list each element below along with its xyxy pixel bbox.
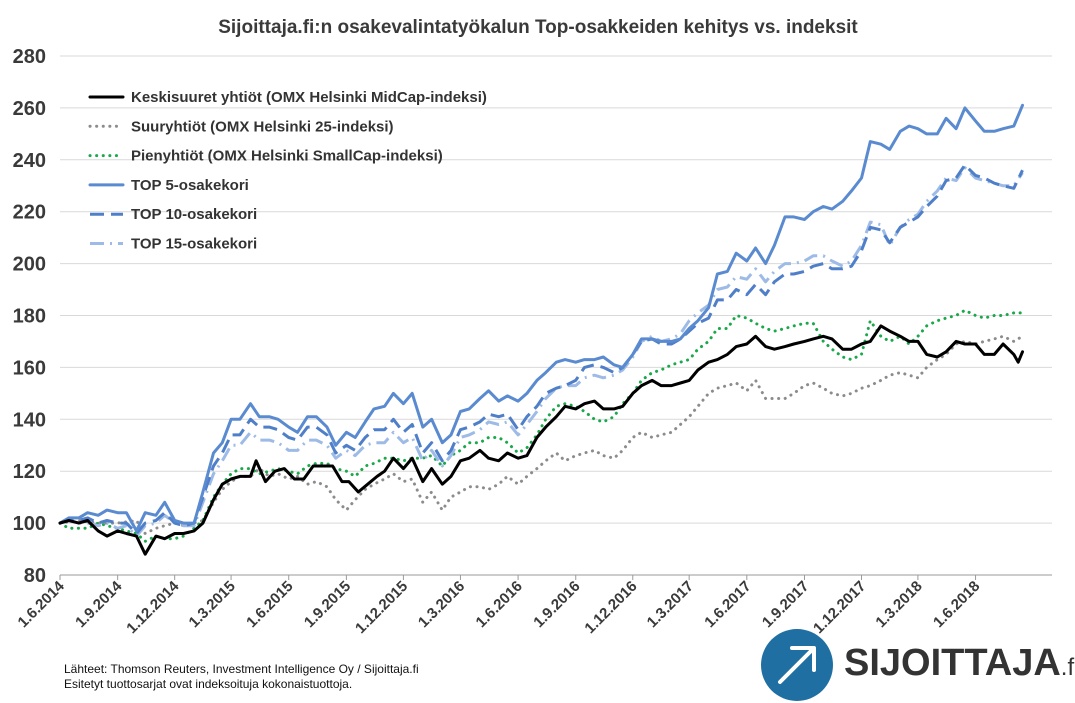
note-text: Esitetyt tuottosarjat ovat indeksoituja …	[64, 677, 353, 691]
series-line-5	[59, 163, 1024, 535]
y-tick-label: 160	[13, 357, 46, 379]
legend-label: Pienyhtiöt (OMX Helsinki SmallCap-indeks…	[131, 148, 443, 165]
gridlines	[60, 55, 1052, 576]
brand-name: SIJOITTAJA.fi	[844, 642, 1075, 685]
legend: Keskisuuret yhtiöt (OMX Helsinki MidCap-…	[88, 89, 487, 253]
x-tick-label: 1.6.2016	[473, 578, 526, 631]
y-tick-label: 100	[13, 513, 46, 535]
x-tick-label: 1.12.2014	[123, 577, 183, 637]
x-tick-label: 1.3.2017	[644, 578, 697, 631]
x-tick-label: 1.12.2016	[581, 578, 640, 637]
y-tick-label: 260	[13, 98, 46, 120]
brand-name-text: SIJOITTAJA	[844, 642, 1061, 684]
y-tick-label: 120	[13, 461, 46, 483]
x-tick-label: 1.9.2017	[759, 578, 812, 631]
x-tick-label: 1.9.2016	[530, 578, 583, 631]
y-tick-label: 240	[13, 150, 46, 172]
chart-title: Sijoittaja.fi:n osakevalintatyökalun Top…	[218, 17, 858, 38]
y-tick-label: 220	[13, 202, 46, 224]
y-tick-label: 80	[24, 565, 46, 587]
y-tick-label: 140	[13, 409, 46, 431]
source-text: Lähteet: Thomson Reuters, Investment Int…	[64, 662, 419, 676]
series-line-2	[58, 334, 1024, 535]
legend-label: Keskisuuret yhtiöt (OMX Helsinki MidCap-…	[131, 89, 487, 106]
x-tick-label: 1.3.2015	[186, 578, 239, 631]
series-lines	[58, 103, 1024, 556]
x-tick-label: 1.12.2015	[352, 578, 411, 637]
legend-label: TOP 15-osakekori	[131, 236, 257, 253]
legend-label: Suuryhtiöt (OMX Helsinki 25-indeksi)	[131, 118, 394, 135]
y-tick-label: 280	[13, 46, 46, 68]
y-axis: 80 100 120 140 160 180 200 220 240 260 280	[13, 46, 46, 587]
x-tick-label: 1.3.2018	[872, 578, 925, 631]
legend-label: TOP 5-osakekori	[131, 177, 249, 194]
brand-logo[interactable]: SIJOITTAJA.fi	[760, 628, 1075, 701]
x-tick-label: 1.3.2016	[415, 578, 468, 631]
brand-tld: .fi	[1060, 654, 1075, 681]
arrow-up-right-icon	[761, 629, 833, 701]
y-tick-label: 200	[13, 254, 46, 276]
x-tick-label: 1.6.2018	[930, 578, 983, 631]
y-tick-label: 180	[13, 306, 46, 328]
x-tick-label: 1.9.2014	[72, 577, 126, 631]
x-tick-label: 1.9.2015	[301, 578, 354, 631]
series-line-1	[58, 324, 1024, 556]
legend-label: TOP 10-osakekori	[131, 206, 257, 223]
series-line-4	[58, 103, 1024, 533]
series-line-3	[58, 308, 1024, 543]
series-line-6	[59, 166, 1024, 538]
x-tick-label: 1.6.2017	[701, 578, 754, 631]
footer-notes: Lähteet: Thomson Reuters, Investment Int…	[64, 662, 419, 692]
x-tick-label: 1.6.2015	[243, 578, 296, 631]
